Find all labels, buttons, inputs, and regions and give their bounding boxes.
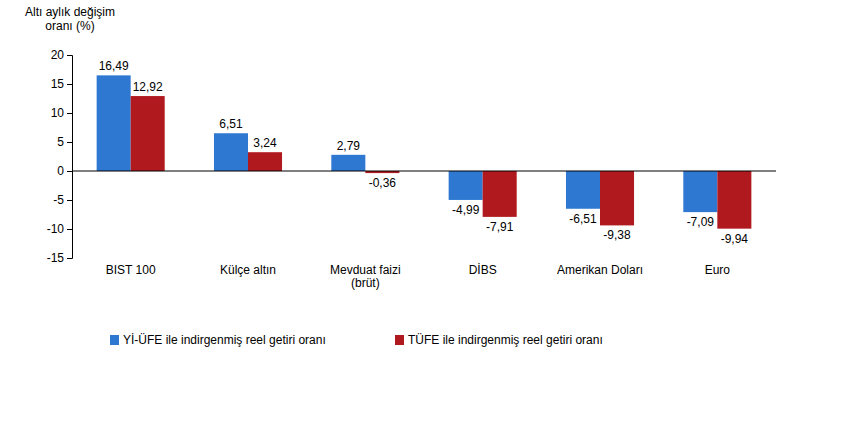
x-tick: Mevduat faizi(brüt) (330, 262, 401, 290)
data-label: 2,79 (337, 139, 361, 153)
x-axis: BIST 100 Külçe altın Mevduat faizi(brüt) Dİ… (106, 262, 731, 290)
bar (331, 155, 365, 171)
bar (449, 171, 483, 200)
x-tick-label: Külçe altın (220, 263, 276, 277)
x-tick-label-line: (brüt) (351, 276, 380, 290)
y-tick-mark (67, 258, 72, 259)
chart: Altı aylık değişimoranı (%) -15 -10 -5 0 5 10 1… (0, 0, 850, 422)
y-tick-mark (67, 171, 72, 172)
x-tick-label: Amerikan Doları (557, 263, 643, 277)
y-tick-label: 10 (51, 106, 65, 120)
y-axis: -15 -10 -5 0 5 10 15 20 (47, 48, 73, 265)
y-tick-label: -15 (47, 251, 65, 265)
zero-line (72, 171, 776, 172)
data-label: -4,99 (452, 203, 480, 217)
data-label: 16,49 (99, 59, 129, 73)
data-label: 6,51 (219, 117, 243, 131)
bar (683, 171, 717, 212)
data-label: -0,36 (369, 176, 397, 190)
bar (483, 171, 517, 217)
y-tick-mark (67, 229, 72, 230)
x-tick-label: BIST 100 (106, 263, 156, 277)
y-tick-label: -10 (47, 222, 65, 236)
y-tick: 15 (51, 77, 72, 91)
x-tick-label: DİBS (469, 263, 497, 277)
legend-label: Yİ-ÜFE ile indirgenmiş reel getiri oranı (123, 333, 326, 347)
x-tick-label: Mevduat faizi(brüt) (330, 263, 401, 291)
y-tick-mark (67, 113, 72, 114)
bar (214, 133, 248, 171)
y-tick-mark (67, 142, 72, 143)
x-tick-label-line: Mevduat faizi (330, 263, 401, 277)
y-tick: 0 (57, 164, 72, 178)
data-label: 3,24 (253, 136, 277, 150)
y-axis-title-line: oranı (%) (45, 19, 94, 33)
data-label: -7,91 (486, 220, 514, 234)
y-axis-line (67, 56, 73, 259)
y-tick-label: 0 (57, 164, 64, 178)
legend-item: TÜFE ile indirgenmiş reel getiri oranı (395, 333, 603, 347)
data-label: -9,94 (721, 232, 749, 246)
bar (97, 75, 131, 171)
x-tick-label: Euro (705, 263, 731, 277)
legend-swatch (110, 335, 119, 345)
data-label: -7,09 (687, 215, 715, 229)
bar (131, 96, 165, 171)
y-tick-label: 20 (51, 48, 65, 62)
y-tick: 20 (51, 48, 72, 62)
data-label: 12,92 (133, 80, 163, 94)
y-tick-label: -5 (53, 193, 64, 207)
y-tick: -10 (47, 222, 72, 236)
bar (717, 171, 751, 229)
bar (248, 152, 282, 171)
y-axis-title-line: Altı aylık değişim (25, 5, 115, 19)
bars (97, 75, 752, 228)
x-tick: DİBS (469, 262, 497, 277)
legend: Yİ-ÜFE ile indirgenmiş reel getiri oranı… (110, 333, 603, 347)
y-tick: -5 (53, 193, 72, 207)
y-axis-title: Altı aylık değişimoranı (%) (25, 5, 115, 33)
x-tick: Külçe altın (220, 262, 276, 277)
legend-label: TÜFE ile indirgenmiş reel getiri oranı (408, 333, 603, 347)
bar (566, 171, 600, 209)
legend-item: Yİ-ÜFE ile indirgenmiş reel getiri oranı (110, 333, 326, 347)
bar (600, 171, 634, 225)
x-tick: Amerikan Doları (557, 262, 643, 277)
y-tick-mark (67, 84, 72, 85)
y-tick: 5 (57, 135, 72, 149)
x-tick: BIST 100 (106, 262, 156, 277)
y-tick: 10 (51, 106, 72, 120)
y-tick-label: 5 (57, 135, 64, 149)
y-tick: -15 (47, 251, 72, 265)
x-tick: Euro (705, 262, 731, 277)
data-labels: 16,49 6,51 2,79 -4,99 -6,51 -7,09 12,92 3,24 -0,… (99, 59, 749, 245)
bar-series (131, 96, 752, 229)
y-tick-mark (67, 200, 72, 201)
y-tick-label: 15 (51, 77, 65, 91)
data-label: -9,38 (603, 228, 631, 242)
data-label: -6,51 (569, 212, 597, 226)
legend-swatch (395, 335, 404, 345)
y-tick-mark (67, 55, 72, 56)
